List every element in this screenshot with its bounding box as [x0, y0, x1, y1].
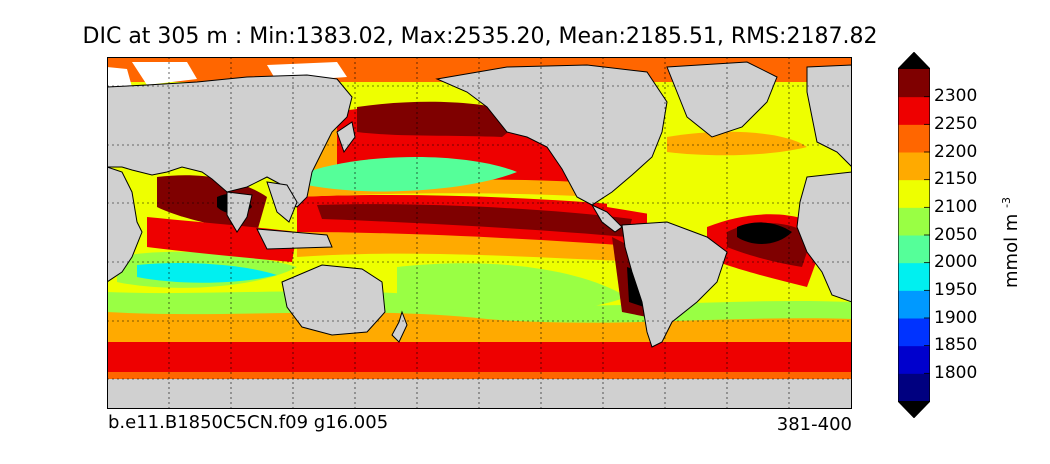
colorbar-tick-label: 1850 [934, 335, 978, 356]
colorbar-band [898, 262, 930, 291]
ocean-eq-atlantic-black [737, 222, 792, 244]
colorbar-tick-label: 1950 [934, 279, 978, 300]
colorbar-tick-label: 2050 [934, 224, 978, 245]
land-antarctica [107, 379, 852, 409]
land-new-zealand [391, 310, 408, 343]
land-africa-east [107, 166, 143, 283]
colorbar-band [898, 373, 930, 402]
colorbar-band [898, 207, 930, 236]
land-africa-west [796, 171, 852, 303]
land [107, 61, 852, 348]
colorbar-unit-text: mmol m [1001, 213, 1022, 288]
land-australia [281, 264, 386, 336]
colorbar-band [898, 124, 930, 153]
colorbar-band [898, 96, 930, 125]
colorbar-tick-label: 2000 [934, 252, 978, 273]
ocean-north-pacific-darkred [357, 101, 527, 137]
colorbar-tick-label: 2300 [934, 86, 978, 107]
colorbar-tick-label: 2250 [934, 113, 978, 134]
colorbar-over-triangle [898, 52, 930, 69]
antarctica-strip [107, 379, 852, 409]
colorbar-band [898, 345, 930, 374]
year-range-label: 381-400 [776, 414, 852, 435]
colorbar [898, 52, 930, 418]
colorbar-tick-label: 1900 [934, 307, 978, 328]
land-india [226, 191, 253, 233]
ocean-north-pacific-green [307, 157, 517, 192]
ocean-south-indian-cyan [137, 263, 277, 283]
arctic-white-1 [132, 62, 197, 85]
land-central-america [590, 203, 623, 233]
colorbar-unit: mmol m -3 [1000, 197, 1022, 288]
ocean-north-atlantic-orange [667, 131, 807, 156]
colorbar-tick-label: 2150 [934, 169, 978, 190]
land-south-america [621, 221, 728, 348]
colorbar-tick-label: 2100 [934, 196, 978, 217]
ocean-south-pacific-green [397, 263, 627, 313]
colorbar-outline [898, 52, 930, 418]
colorbar-band [898, 235, 930, 264]
colorbar-band [898, 290, 930, 319]
colorbar-band [898, 318, 930, 347]
land-north-america [435, 64, 668, 206]
graticule [107, 57, 852, 409]
ocean-indian-red [147, 217, 297, 262]
colorbar-tick-label: 2200 [934, 141, 978, 162]
dic-map [107, 57, 852, 409]
land-indonesia [256, 228, 333, 250]
case-name-label: b.e11.B1850C5CN.f09 g16.005 [108, 412, 389, 433]
colorbar-band [898, 152, 930, 181]
colorbar-band [898, 179, 930, 208]
colorbar-under-triangle [898, 401, 930, 418]
colorbar-unit-exponent: -3 [1000, 196, 1013, 208]
land-greenland [666, 61, 778, 138]
colorbar-band [898, 69, 930, 98]
colorbar-tick-label: 1800 [934, 362, 978, 383]
land-europe [806, 64, 852, 168]
map-title: DIC at 305 m : Min:1383.02, Max:2535.20,… [82, 24, 878, 49]
ocean-eq-pacific-darkred [317, 204, 632, 237]
